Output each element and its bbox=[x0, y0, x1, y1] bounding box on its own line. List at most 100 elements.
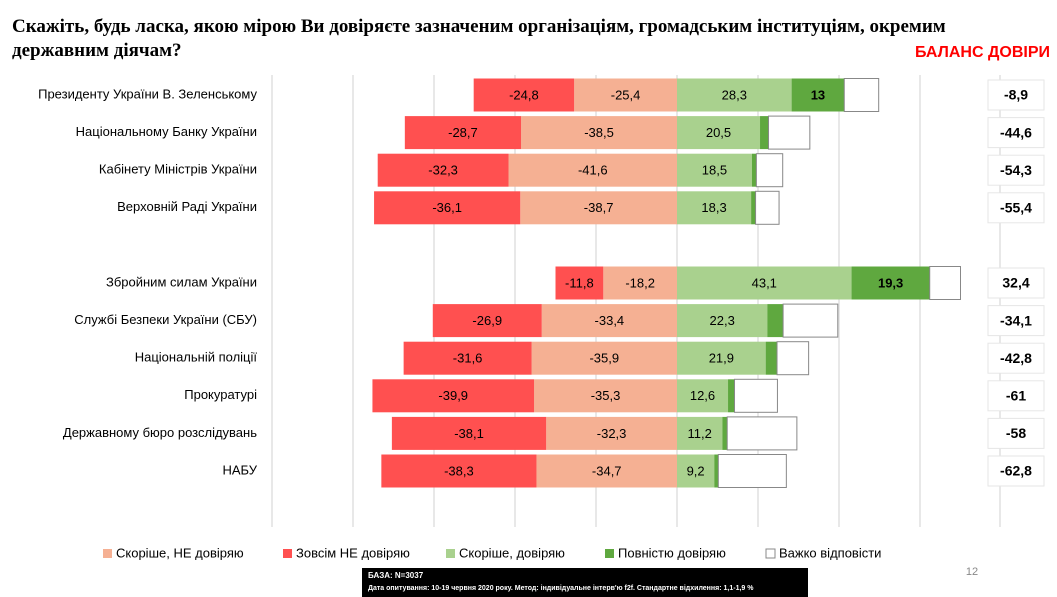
balance-label: -61 bbox=[1006, 388, 1026, 404]
balance-box bbox=[987, 305, 1045, 337]
bar-segment bbox=[546, 416, 677, 450]
bar-segment bbox=[751, 191, 756, 225]
category-label: Державному бюро розслідувань bbox=[63, 425, 257, 440]
footnote-survey: Дата опитування: 10-19 червня 2020 року.… bbox=[368, 584, 754, 592]
balance-label: -55,4 bbox=[1000, 200, 1032, 216]
legend-swatch bbox=[103, 549, 112, 558]
balance-label: -42,8 bbox=[1000, 350, 1032, 366]
data-label: -11,8 bbox=[565, 275, 594, 290]
footnote-box bbox=[362, 568, 808, 597]
bar-segment bbox=[404, 116, 522, 150]
bar-segment bbox=[677, 191, 752, 225]
bar-segment bbox=[536, 454, 677, 488]
bar-segment bbox=[751, 153, 757, 187]
data-label: -31,6 bbox=[453, 351, 483, 366]
data-label: -41,6 bbox=[578, 163, 608, 178]
data-label: -26,9 bbox=[472, 313, 502, 328]
bar-segment bbox=[726, 416, 798, 451]
balance-label: -62,8 bbox=[1000, 463, 1032, 479]
data-label: -38,3 bbox=[444, 463, 474, 478]
category-label: Національній поліції bbox=[135, 350, 258, 365]
category-label: Національному Банку України bbox=[76, 124, 257, 139]
legend-label: Повністю довіряю bbox=[618, 545, 726, 560]
bar-segment bbox=[843, 78, 880, 112]
data-label: -33,4 bbox=[595, 313, 625, 328]
legend-label: Скоріше, довіряю bbox=[459, 545, 565, 560]
bar-segment bbox=[851, 266, 930, 300]
bar-segment bbox=[677, 341, 766, 375]
bar-segment bbox=[734, 378, 778, 413]
data-label: 18,3 bbox=[701, 200, 726, 215]
page-number: 12 bbox=[966, 566, 978, 578]
data-label: -32,3 bbox=[428, 163, 458, 178]
bar-segment bbox=[714, 454, 719, 488]
balance-title: БАЛАНС ДОВІРИ bbox=[915, 44, 1050, 61]
legend-swatch bbox=[283, 549, 292, 558]
balance-box bbox=[987, 417, 1045, 449]
category-label: Президенту України В. Зеленському bbox=[38, 86, 257, 101]
balance-box bbox=[987, 154, 1045, 186]
bar-segment bbox=[767, 304, 784, 338]
bar-segment bbox=[677, 379, 729, 413]
bar-segment bbox=[377, 153, 509, 187]
bar-segment bbox=[677, 266, 852, 300]
legend-label: Важко відповісти bbox=[779, 545, 881, 560]
bar-segment bbox=[677, 304, 768, 338]
bar-segment bbox=[473, 78, 575, 112]
category-label: Верховній Раді України bbox=[117, 199, 257, 214]
data-label: -32,3 bbox=[597, 426, 627, 441]
category-label: Прокуратурі bbox=[184, 387, 257, 402]
category-label: НАБУ bbox=[222, 462, 257, 477]
legend-label: Зовсім НЕ довіряю bbox=[296, 545, 410, 560]
bar-segment bbox=[755, 153, 784, 188]
bar-segment bbox=[791, 78, 845, 112]
data-label: -36,1 bbox=[432, 200, 462, 215]
balance-box bbox=[987, 380, 1045, 412]
category-label: Збройним силам України bbox=[106, 274, 257, 289]
data-label: -38,5 bbox=[584, 125, 614, 140]
data-label: 12,6 bbox=[690, 388, 715, 403]
bar-segment bbox=[755, 190, 780, 225]
data-label: -39,9 bbox=[438, 388, 468, 403]
bar-segment bbox=[555, 266, 604, 300]
bar-segment bbox=[768, 115, 811, 150]
bar-segment bbox=[603, 266, 677, 300]
balance-box bbox=[987, 267, 1045, 299]
data-label: -24,8 bbox=[509, 87, 539, 102]
data-label: 43,1 bbox=[752, 275, 777, 290]
bar-segment bbox=[782, 303, 839, 338]
bar-segment bbox=[677, 454, 715, 488]
data-label: -35,3 bbox=[591, 388, 621, 403]
balance-box bbox=[987, 117, 1045, 149]
bar-segment bbox=[677, 153, 752, 187]
data-label: -28,7 bbox=[448, 125, 478, 140]
data-label: 18,5 bbox=[702, 163, 727, 178]
bar-segment bbox=[677, 416, 723, 450]
bar-segment bbox=[765, 341, 778, 375]
data-label: 13 bbox=[811, 87, 825, 102]
bar-segment bbox=[717, 454, 787, 488]
category-label: Кабінету Міністрів України bbox=[99, 162, 257, 177]
legend-swatch bbox=[765, 548, 776, 559]
balance-label: -8,9 bbox=[1004, 87, 1028, 103]
data-label: 21,9 bbox=[709, 351, 734, 366]
legend-swatch bbox=[605, 549, 614, 558]
bar-segment bbox=[432, 304, 542, 338]
legend-label: Скоріше, НЕ довіряю bbox=[116, 545, 244, 560]
footnote-base: БАЗА: N=3037 bbox=[368, 571, 424, 580]
data-label: 19,3 bbox=[878, 275, 903, 290]
data-label: 20,5 bbox=[706, 125, 731, 140]
balance-label: -44,6 bbox=[1000, 124, 1032, 140]
data-label: -38,7 bbox=[584, 200, 614, 215]
data-label: 28,3 bbox=[722, 87, 747, 102]
data-label: -38,1 bbox=[454, 426, 484, 441]
balance-box bbox=[987, 342, 1045, 374]
bar-segment bbox=[677, 78, 792, 112]
bar-segment bbox=[374, 191, 521, 225]
bar-segment bbox=[403, 341, 532, 375]
data-label: 11,2 bbox=[688, 426, 712, 441]
data-label: -35,9 bbox=[589, 351, 619, 366]
balance-label: -54,3 bbox=[1000, 162, 1032, 178]
bar-segment bbox=[677, 116, 761, 150]
